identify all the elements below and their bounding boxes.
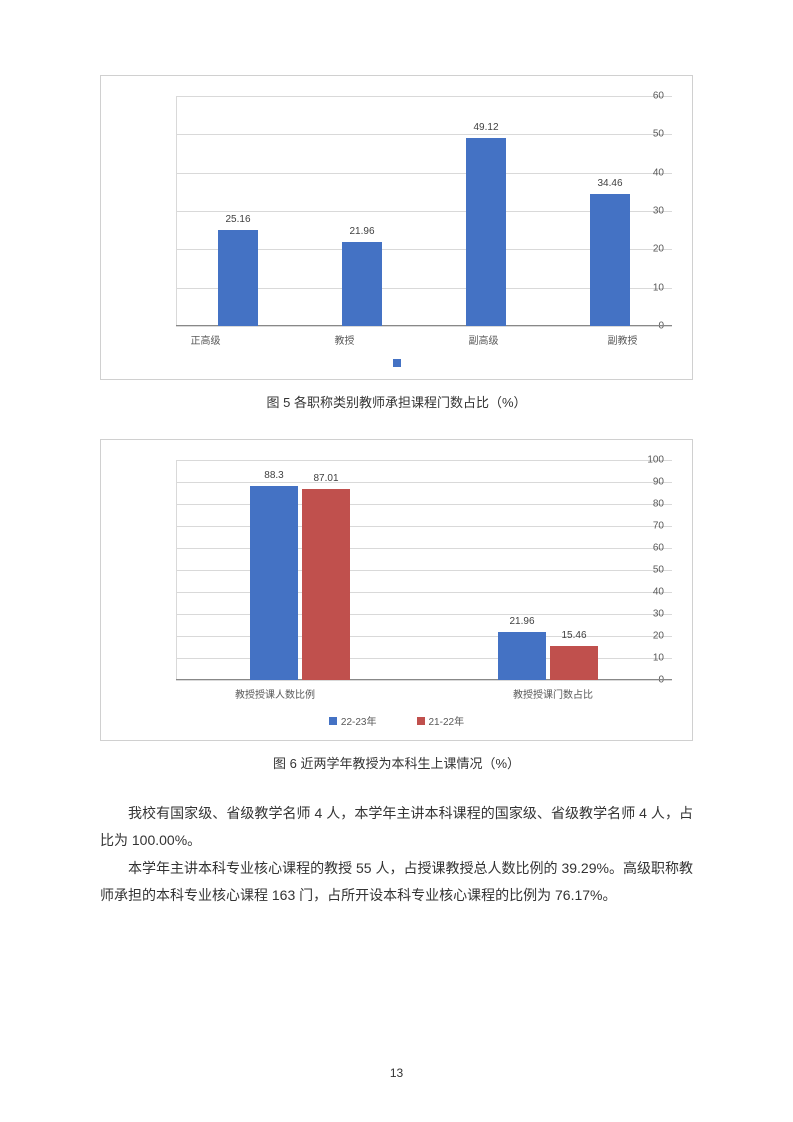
chart2-bar-label: 21.96 (509, 616, 534, 627)
chart2-bar (498, 632, 546, 680)
chart2-legend-label: 21-22年 (429, 713, 465, 728)
chart2-legend-item: 22-23年 (329, 713, 377, 728)
chart2-legend-swatch (329, 717, 337, 725)
chart2-plot: 010203040506070809010088.387.0121.9615.4… (141, 460, 672, 680)
chart1-x-label: 副高级 (414, 332, 553, 347)
chart1-bar-label: 49.12 (473, 122, 498, 133)
chart2-bar-label: 87.01 (313, 473, 338, 484)
chart1-x-label: 教授 (275, 332, 414, 347)
chart1-bar-label: 21.96 (349, 226, 374, 237)
chart1-x-label: 正高级 (136, 332, 275, 347)
chart1-bar-label: 34.46 (597, 178, 622, 189)
chart2-caption: 图 6 近两学年教授为本科生上课情况（%） (100, 753, 693, 772)
chart1-caption: 图 5 各职称类别教师承担课程门数占比（%） (100, 392, 693, 411)
chart2-legend: 22-23年 21-22年 (101, 705, 692, 740)
chart2-x-labels: 教授授课人数比例教授授课门数占比 (136, 680, 692, 705)
chart2-legend-swatch (417, 717, 425, 725)
chart1-bar (342, 242, 382, 326)
page-number: 13 (0, 1066, 793, 1080)
chart1-plot: 010203040506025.1621.9649.1234.46 (141, 96, 672, 326)
chart2-bar (550, 646, 598, 680)
chart2-container: 010203040506070809010088.387.0121.9615.4… (100, 439, 693, 741)
chart1-legend (101, 351, 692, 379)
paragraph: 我校有国家级、省级教学名师 4 人，本学年主讲本科课程的国家级、省级教学名师 4… (100, 800, 693, 853)
chart1-x-labels: 正高级教授副高级副教授 (136, 326, 692, 351)
chart2-legend-item: 21-22年 (417, 713, 465, 728)
chart2-bar (302, 489, 350, 680)
body-text: 我校有国家级、省级教学名师 4 人，本学年主讲本科课程的国家级、省级教学名师 4… (100, 800, 693, 908)
chart1-container: 010203040506025.1621.9649.1234.46 正高级教授副… (100, 75, 693, 380)
chart1-legend-swatch (393, 359, 401, 367)
chart2-bar (250, 486, 298, 680)
chart2-bar-label: 15.46 (561, 630, 586, 641)
chart1-bar-label: 25.16 (225, 214, 250, 225)
chart1-x-label: 副教授 (553, 332, 692, 347)
paragraph: 本学年主讲本科专业核心课程的教授 55 人，占授课教授总人数比例的 39.29%… (100, 855, 693, 908)
chart2-x-label: 教授授课人数比例 (136, 686, 414, 701)
chart1-bar (590, 194, 630, 326)
chart1-bar (466, 138, 506, 326)
chart2-legend-label: 22-23年 (341, 713, 377, 728)
chart2-bar-label: 88.3 (264, 470, 283, 481)
chart1-bar (218, 230, 258, 326)
chart2-x-label: 教授授课门数占比 (414, 686, 692, 701)
